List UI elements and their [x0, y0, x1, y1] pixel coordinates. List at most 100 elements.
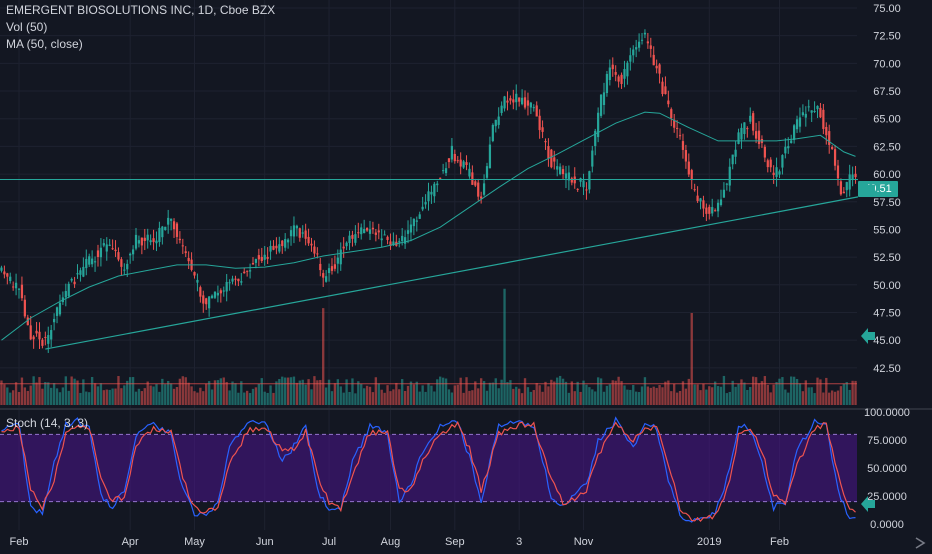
candle-body	[597, 112, 600, 138]
candle-body	[23, 299, 26, 317]
volume-bar	[266, 392, 269, 405]
candle-body	[167, 217, 170, 225]
candle-body	[673, 119, 676, 128]
candle-body	[169, 218, 173, 221]
arrow-left-icon[interactable]	[861, 496, 881, 512]
candle-body	[178, 238, 181, 241]
volume-bar	[813, 393, 816, 405]
volume-bar	[14, 382, 18, 405]
candle-body	[790, 140, 793, 144]
candle-body	[313, 246, 316, 254]
candle-body	[725, 183, 728, 185]
volume-bar	[111, 388, 114, 405]
volume-bar	[570, 381, 573, 405]
volume-bar	[50, 387, 53, 405]
volume-bar	[687, 378, 690, 405]
volume-bar	[9, 392, 12, 405]
volume-bar	[82, 379, 85, 405]
volume-bar	[298, 380, 301, 405]
candle-body	[775, 167, 778, 177]
volume-bar	[737, 383, 740, 405]
candle-body	[339, 249, 342, 265]
volume-bar	[705, 389, 708, 405]
candle-body	[348, 235, 351, 243]
candle-body	[137, 240, 141, 244]
candle-body	[251, 263, 255, 265]
volume-bar	[629, 389, 632, 405]
candle-body	[462, 161, 465, 168]
volume-bar	[412, 384, 416, 405]
candle-body	[854, 173, 857, 178]
volume-bar	[304, 384, 307, 405]
volume-bar	[79, 392, 82, 405]
volume-bar	[743, 382, 746, 405]
volume-bar	[599, 378, 603, 405]
candle-body	[365, 228, 369, 231]
stoch-title: Stoch (14, 3, 3)	[6, 416, 89, 430]
candle-body	[529, 102, 532, 108]
candle-body	[155, 240, 158, 244]
arrow-left-icon[interactable]	[861, 181, 881, 197]
candle-body	[752, 113, 755, 131]
candle-body	[368, 229, 372, 234]
overlay-lines	[0, 111, 859, 350]
volume-bar	[23, 387, 27, 405]
volume-bar	[207, 381, 211, 405]
candle-body	[409, 224, 413, 233]
candle-body	[734, 149, 737, 157]
time-tick-label: 3	[516, 536, 522, 548]
candle-body	[93, 261, 97, 263]
candle-body	[99, 247, 103, 258]
candle-body	[553, 157, 556, 162]
candle-body	[412, 218, 415, 227]
volume-bar	[383, 392, 386, 405]
volume-bar	[272, 392, 275, 405]
volume-bar	[760, 381, 764, 405]
volume-bar	[345, 379, 348, 405]
candle-body	[567, 172, 571, 181]
volume-bar	[436, 379, 439, 405]
candle-body	[684, 150, 688, 162]
volume-bar	[471, 390, 474, 405]
candle-body	[485, 166, 489, 178]
price-tick-label: 75.00	[873, 3, 901, 15]
volume-bar	[105, 389, 108, 405]
stoch-tick-label: 100.0000	[864, 407, 910, 419]
price-tick-label: 50.00	[873, 280, 901, 292]
volume-bar	[398, 389, 401, 405]
volume-bar	[362, 388, 366, 405]
candle-body	[772, 172, 775, 176]
volume-bar	[47, 382, 50, 405]
stoch-k-line	[1, 416, 856, 523]
candle-body	[480, 196, 483, 199]
volume-bar	[64, 376, 67, 405]
candle-body	[67, 283, 70, 297]
candle-body	[266, 256, 269, 259]
candle-body	[3, 271, 6, 275]
candle-body	[512, 99, 515, 103]
volume-bar	[637, 392, 641, 405]
candle-body	[403, 237, 407, 244]
volume-bar	[357, 381, 360, 405]
candle-body	[690, 170, 693, 181]
volume-bar	[327, 379, 331, 405]
volume-bar	[728, 391, 731, 405]
volume-bar	[339, 386, 342, 405]
candle-body	[333, 264, 337, 269]
scroll-right-icon[interactable]	[914, 536, 928, 549]
candle-body	[839, 181, 843, 195]
candle-body	[450, 145, 454, 160]
volume-bar	[167, 380, 170, 405]
candle-body	[544, 140, 547, 143]
volume-bar	[444, 378, 448, 405]
volume-bar	[459, 377, 462, 405]
candle-body	[833, 149, 837, 166]
arrow-left-icon[interactable]	[861, 328, 881, 344]
candle-body	[79, 270, 82, 275]
volume-bar	[175, 386, 179, 405]
volume-bar	[564, 381, 568, 405]
volume-bar	[368, 386, 372, 405]
volume-bar	[833, 391, 837, 405]
candle-body	[275, 245, 278, 249]
